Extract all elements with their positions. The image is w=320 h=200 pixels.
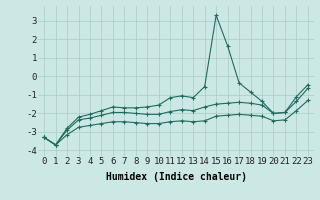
X-axis label: Humidex (Indice chaleur): Humidex (Indice chaleur) xyxy=(106,172,246,182)
